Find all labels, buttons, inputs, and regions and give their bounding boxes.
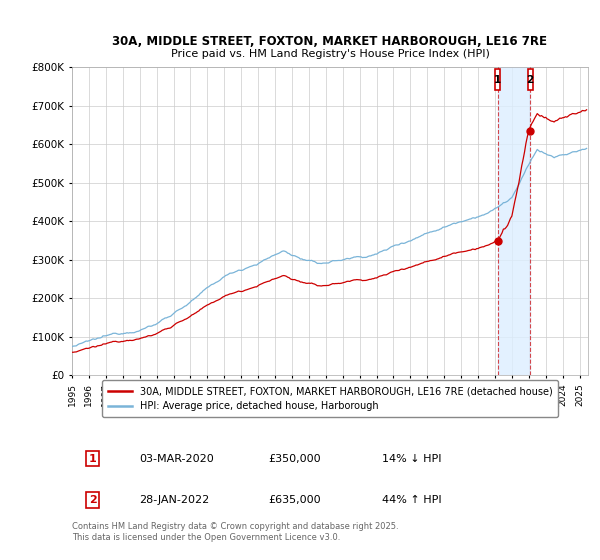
Text: 28-JAN-2022: 28-JAN-2022 [139,495,209,505]
Text: 44% ↑ HPI: 44% ↑ HPI [382,495,441,505]
Text: £635,000: £635,000 [268,495,321,505]
Text: Contains HM Land Registry data © Crown copyright and database right 2025.
This d: Contains HM Land Registry data © Crown c… [72,522,398,542]
Legend: 30A, MIDDLE STREET, FOXTON, MARKET HARBOROUGH, LE16 7RE (detached house), HPI: A: 30A, MIDDLE STREET, FOXTON, MARKET HARBO… [102,380,558,417]
Text: £350,000: £350,000 [268,454,321,464]
Text: 03-MAR-2020: 03-MAR-2020 [139,454,214,464]
Text: 1: 1 [89,454,97,464]
Text: 14% ↓ HPI: 14% ↓ HPI [382,454,441,464]
Text: 1: 1 [494,74,502,85]
Bar [498,67,530,375]
Text: 2: 2 [89,495,97,505]
Text: Price paid vs. HM Land Registry's House Price Index (HPI): Price paid vs. HM Land Registry's House … [170,49,490,59]
FancyBboxPatch shape [528,69,533,90]
Text: 2: 2 [527,74,534,85]
FancyBboxPatch shape [496,69,500,90]
Text: 30A, MIDDLE STREET, FOXTON, MARKET HARBOROUGH, LE16 7RE: 30A, MIDDLE STREET, FOXTON, MARKET HARBO… [113,35,548,48]
